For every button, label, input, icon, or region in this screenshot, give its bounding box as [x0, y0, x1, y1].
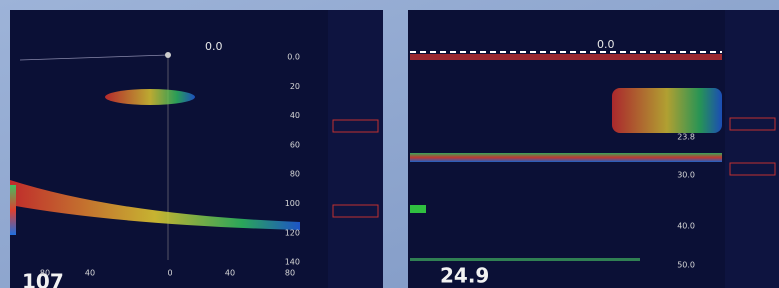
page: {"left_panel": {"range_value": "0.0", "d…	[0, 0, 779, 288]
second-echo	[410, 258, 640, 261]
depth-label: 30.0	[677, 171, 695, 180]
panel-screen	[10, 10, 383, 288]
range-value: 0.0	[597, 38, 615, 51]
depth-label: 20	[290, 82, 300, 91]
depth-label: 23.8	[677, 133, 695, 142]
depth-label: 40	[290, 111, 300, 120]
color-bar	[10, 185, 16, 235]
fish-school	[105, 89, 195, 105]
depth-label: 0.0	[287, 53, 300, 62]
surface-line	[410, 54, 722, 60]
bearing-label: 40	[85, 269, 95, 278]
range-value: 0.0	[205, 40, 223, 53]
depth-label: 40.0	[677, 222, 695, 231]
marker	[410, 205, 426, 213]
ship-marker	[165, 52, 171, 58]
depth-label: 120	[285, 228, 300, 237]
depth-label: 100	[285, 199, 300, 208]
depth-label: 50.0	[677, 261, 695, 270]
fish-school	[612, 88, 722, 133]
depth-label: 60	[290, 140, 300, 149]
side-menu	[328, 10, 383, 288]
bottom-echo	[410, 153, 722, 162]
bearing-label: 40	[225, 269, 235, 278]
screenshot: 0.0 107 0.0 24.9 0.0 20 40 60 80 100 120 140 80 4…	[0, 0, 779, 288]
bearing-label: 0	[167, 269, 172, 278]
right-sonar-panel: 0.0 24.9	[408, 10, 779, 288]
side-menu	[725, 10, 779, 288]
depth-label: 80	[290, 170, 300, 179]
bottom-readout: 24.9	[440, 264, 489, 288]
left-sonar-panel: 0.0 107	[10, 10, 383, 288]
depth-label: 140	[285, 258, 300, 267]
bearing-label: 80	[285, 269, 295, 278]
bearing-label: 80	[40, 269, 50, 278]
